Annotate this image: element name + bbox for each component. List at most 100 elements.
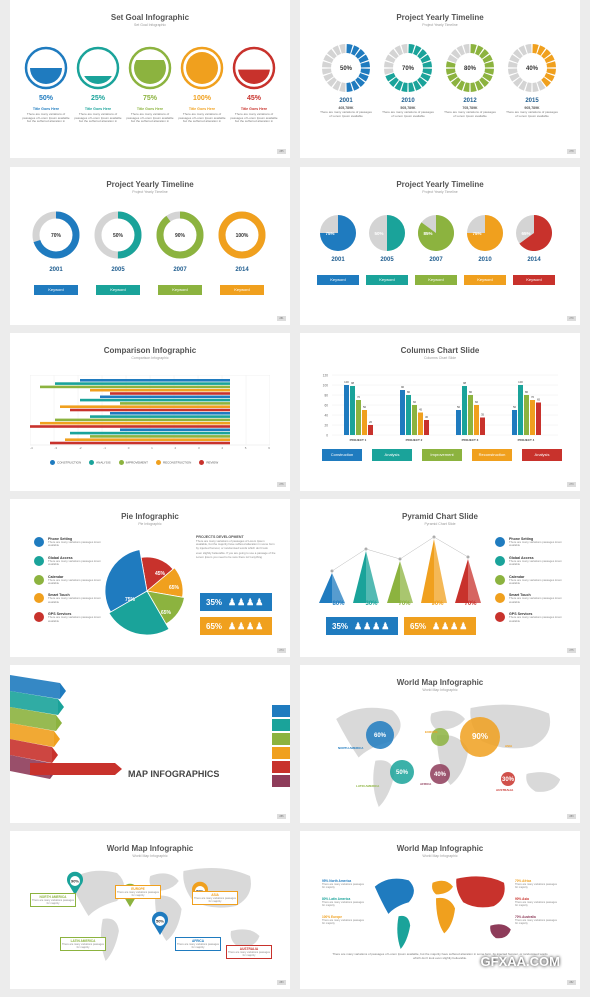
list-title: Smart Touch	[509, 593, 531, 598]
ribbon-left	[10, 675, 60, 699]
feature-icon	[34, 612, 44, 623]
slide-yearly-timeline-3[interactable]: Project Yearly Timeline Project Yearly T…	[300, 167, 580, 325]
category-label: PROJECT 1	[350, 438, 367, 441]
slide-world-map-2[interactable]: World Map Infographic World Map Infograp…	[10, 831, 290, 989]
left-legend: 95% North America There are many variatio…	[322, 879, 367, 933]
axis-tick: 5	[244, 446, 247, 450]
slide-set-goal[interactable]: Set Goal Infographic Set Goal Infographi…	[10, 0, 290, 158]
slice-label: 45%	[155, 571, 166, 577]
x-axis-ticks: -4 -3 -2 -1 0 1 2 3 4 5 6	[30, 446, 270, 450]
goal-desc: There are many variations of passages of…	[230, 112, 278, 124]
year: 2001	[331, 257, 345, 263]
year: 2007	[429, 257, 443, 263]
pyramid-percent: 70%	[464, 601, 477, 607]
stat-value: 35%	[206, 597, 223, 607]
slide-world-map-3[interactable]: World Map Infographic World Map Infograp…	[300, 831, 580, 989]
watermark: GFXAA.COM	[480, 954, 560, 969]
list-text: Smart Touch There are many variations pas…	[48, 593, 104, 604]
slide-comparison[interactable]: Comparison Infographic Comparison Infogr…	[10, 333, 290, 491]
pyramid-values: 80% 30% 70% 90% 70%	[322, 601, 487, 607]
keyword-label: Keyword	[464, 275, 506, 285]
column-bar	[424, 420, 429, 435]
slide-title: Pie Infographic	[121, 512, 179, 521]
region-box: ASIA There are many variations passages f…	[192, 891, 238, 905]
page-number: 276	[277, 482, 286, 487]
feature-list: Phone Setting There are many variations p…	[495, 537, 570, 631]
legend-swatch	[89, 460, 95, 465]
pyramid-right	[434, 539, 447, 603]
list-item: GPS Services There are many variations pa…	[34, 612, 104, 623]
axis-tick: 4	[221, 446, 224, 450]
region-desc: There are many variations passages for m…	[177, 943, 219, 949]
region-title: AUSTRALIA	[239, 947, 259, 951]
bubble-value: 30%	[502, 777, 515, 783]
slide-columns-chart[interactable]: Columns Chart Slide Columns Chart Slide …	[300, 333, 580, 491]
slide-yearly-timeline-2[interactable]: Project Yearly Timeline Project Yearly T…	[10, 167, 290, 325]
slide-world-map-1[interactable]: World Map Infographic World Map Infograp…	[300, 665, 580, 823]
bar-label: 80	[469, 390, 473, 394]
projects-development: PROJECTS DEVELOPMENT There are many vari…	[196, 535, 276, 559]
list-desc: There are many variations passages lorem…	[509, 596, 563, 604]
legend-item: CONSTRUCTION	[50, 460, 81, 465]
list-item: Phone Setting There are many variations p…	[34, 537, 104, 548]
feature-icon	[495, 612, 505, 623]
column-bar	[536, 402, 541, 435]
page-number: 283	[277, 980, 286, 985]
chart-button[interactable]: Improvement	[422, 449, 462, 461]
comparison-bar	[40, 385, 230, 389]
pie-chart: 50%	[369, 215, 405, 251]
page-number: 273	[567, 482, 576, 487]
ribbon-right	[272, 761, 290, 773]
page-number: 278	[567, 149, 576, 154]
ribbon-arrow	[58, 699, 64, 715]
slide-pie[interactable]: Pie Infographic Pie Infographic Phone Se…	[10, 499, 290, 657]
slide-map-infographics-title[interactable]: MAP INFOGRAPHICS 286	[10, 665, 290, 823]
chart-button[interactable]: Construction	[322, 449, 362, 461]
column-bar	[400, 390, 405, 435]
goal-heading: Title Goes Here	[240, 107, 268, 111]
chart-button[interactable]: Analysis	[372, 449, 412, 461]
segmented-donut: 40%	[508, 44, 556, 92]
slide-title: World Map Infographic	[106, 844, 194, 853]
column-bar	[518, 385, 523, 435]
year: 2010	[401, 98, 415, 104]
column-bar	[462, 386, 467, 435]
stat-35: 35% ♟♟♟♟	[326, 617, 398, 635]
goal-percent: 25%	[90, 95, 105, 102]
comparison-bar	[55, 418, 230, 422]
axis-tick: -4	[30, 446, 33, 450]
slide-yearly-timeline-1[interactable]: Project Yearly Timeline Project Yearly T…	[300, 0, 580, 158]
list-title: Global Access	[48, 555, 73, 560]
ribbon-arrow	[56, 715, 62, 731]
list-desc: There are many variations passages lorem…	[48, 558, 102, 567]
slide-title: Comparison Infographic	[103, 346, 197, 355]
column-bar	[362, 410, 367, 435]
bar-label: 80	[525, 390, 529, 394]
bar-label: 70	[357, 395, 361, 399]
chart-button[interactable]: Reconstruction	[472, 449, 512, 461]
legend-entry: 90% Asia There are many variations passag…	[515, 897, 560, 907]
comparison-bar	[90, 415, 230, 418]
pyramid-right	[400, 561, 413, 603]
bar-label: 80	[407, 390, 411, 394]
legend-entry: 95% North America There are many variatio…	[322, 879, 367, 889]
axis-tick: 0	[127, 446, 130, 450]
ribbon-arrow	[54, 731, 60, 747]
comparison-bar	[30, 425, 230, 428]
slide-title: Pyramid Chart Slide	[401, 512, 479, 521]
legend-swatch	[199, 460, 205, 465]
legend-heading: 90% Asia	[515, 897, 529, 901]
feature-icon	[495, 593, 505, 604]
list-text: GPS Services There are many variations pa…	[48, 612, 104, 623]
stat-value: 35%	[332, 621, 349, 631]
column-bar	[350, 386, 355, 435]
chart-button[interactable]: Analysis	[522, 449, 562, 461]
pyramid-left	[455, 559, 468, 603]
slide-pyramid[interactable]: Pyramid Chart Slide Pyramid Chart Slide …	[300, 499, 580, 657]
region-title: LATIN AMERICA	[70, 939, 96, 943]
svg-text:75%: 75%	[325, 231, 334, 236]
y-tick: 20	[324, 424, 328, 428]
region-label: EUROPE	[425, 730, 438, 734]
y-tick: 40	[324, 414, 328, 418]
list-title: Phone Setting	[509, 537, 534, 541]
